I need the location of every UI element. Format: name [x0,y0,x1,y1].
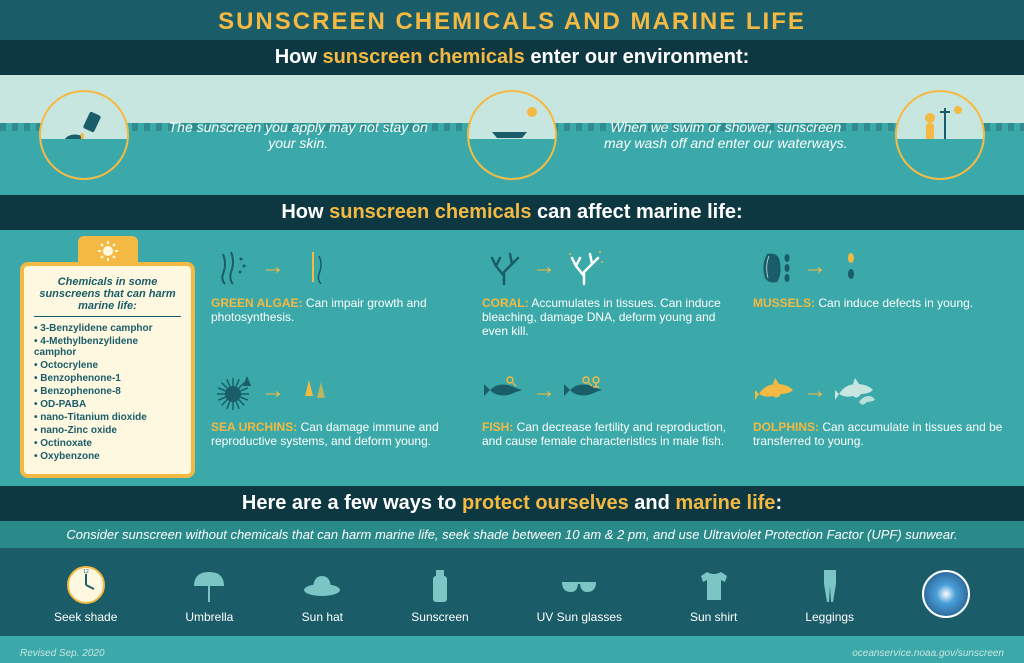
effect-label: MUSSELS: [753,296,815,310]
arrow-icon: → [532,377,556,405]
noaa-logo [922,570,970,618]
effect-fish: → FISH: Can decrease fertility and repro… [482,366,733,478]
protect-glasses: UV Sun glasses [537,564,622,624]
fish-after-icon [562,368,606,415]
arrow-icon: → [261,377,285,405]
arrow-icon: → [261,253,285,281]
effect-label: CORAL: [482,296,529,310]
clock-icon: 12 [65,564,107,606]
effect-algae: → GREEN ALGAE: Can impair growth and pho… [211,242,462,354]
shirt-icon [693,564,735,606]
protect-label: Leggings [805,610,854,624]
chemical-item: 3-Benzylidene camphor [34,323,181,334]
protect-label: Umbrella [185,610,233,624]
effect-mussel: → MUSSELS: Can induce defects in young. [753,242,1004,354]
glasses-icon [558,564,600,606]
coral-before-icon [482,244,526,291]
chemical-item: Benzophenone-8 [34,386,181,397]
effect-label: SEA URCHINS: [211,420,297,434]
protect-hat: Sun hat [301,564,343,624]
sunscreen-icon [419,564,461,606]
protect-sunscreen: Sunscreen [411,564,468,624]
chemical-item: OD-PABA [34,399,181,410]
leggings-icon [809,564,851,606]
chemical-item: Benzophenone-1 [34,373,181,384]
protect-umbrella: Umbrella [185,564,233,624]
hand-sunscreen-icon [39,90,129,180]
urchin-before-icon [211,368,255,415]
revised-date: Revised Sep. 2020 [20,648,105,659]
effect-label: DOLPHINS: [753,420,819,434]
main-title: SUNSCREEN CHEMICALS AND MARINE LIFE [0,0,1024,40]
chemical-item: Octinoxate [34,438,181,449]
algae-after-icon [291,244,335,291]
protect-clock: 12 Seek shade [54,564,117,624]
protect-leggings: Leggings [805,564,854,624]
boat-swimmer-icon [467,90,557,180]
coral-after-icon [562,244,606,291]
chemical-item: nano-Titanium dioxide [34,412,181,423]
chemicals-list: 3-Benzylidene camphor 4-Methylbenzylidene… [34,323,181,462]
mussel-before-icon [753,244,797,291]
footer: Revised Sep. 2020 oceanservice.noaa.gov/… [20,648,1004,659]
section2-heading: How sunscreen chemicals can affect marin… [0,195,1024,230]
effects-section: Chemicals in some sunscreens that can ha… [0,230,1024,486]
protect-intro-text: Consider sunscreen without chemicals tha… [0,521,1024,548]
section3-heading: Here are a few ways to protect ourselves… [0,486,1024,521]
hat-icon [301,564,343,606]
chemical-item: Oxybenzone [34,451,181,462]
chemical-item: Octocrylene [34,360,181,371]
dolphin-before-icon [753,368,797,415]
svg-text:12: 12 [83,569,89,575]
bottle-title: Chemicals in some sunscreens that can ha… [34,276,181,317]
dolphin-after-icon [833,368,877,415]
fish-before-icon [482,368,526,415]
algae-before-icon [211,244,255,291]
entry-caption-right: When we swim or shower, sunscreen may wa… [596,119,856,151]
arrow-icon: → [532,253,556,281]
chemical-item: 4-Methylbenzylidene camphor [34,336,181,358]
chemical-item: nano-Zinc oxide [34,425,181,436]
effect-label: GREEN ALGAE: [211,296,303,310]
effect-label: FISH: [482,420,513,434]
protect-shirt: Sun shirt [690,564,737,624]
effect-desc: Can induce defects in young. [815,296,973,310]
effect-dolphin: → DOLPHINS: Can accumulate in tissues an… [753,366,1004,478]
mussel-after-icon [833,244,877,291]
protect-label: Sunscreen [411,610,468,624]
bottle-cap-sun-icon [78,236,138,266]
umbrella-icon [188,564,230,606]
entry-caption-left: The sunscreen you apply may not stay on … [168,119,428,151]
effect-desc: Can decrease fertility and reproduction,… [482,420,726,448]
effect-urchin: → SEA URCHINS: Can damage immune and rep… [211,366,462,478]
urchin-after-icon [291,368,335,415]
protect-label: Sun shirt [690,610,737,624]
entry-section: The sunscreen you apply may not stay on … [0,75,1024,195]
effect-coral: → CORAL: Accumulates in tissues. Can ind… [482,242,733,354]
chemicals-bottle: Chemicals in some sunscreens that can ha… [20,242,195,478]
protect-label: Sun hat [302,610,343,624]
section1-heading: How sunscreen chemicals enter our enviro… [0,40,1024,75]
shower-person-icon [895,90,985,180]
protect-row: 12 Seek shade Umbrella Sun hat Sunscreen UV S… [0,548,1024,636]
source-url: oceanservice.noaa.gov/sunscreen [852,648,1004,659]
protect-label: Seek shade [54,610,117,624]
arrow-icon: → [803,377,827,405]
effects-grid: → GREEN ALGAE: Can impair growth and pho… [211,242,1004,478]
arrow-icon: → [803,253,827,281]
protect-label: UV Sun glasses [537,610,622,624]
